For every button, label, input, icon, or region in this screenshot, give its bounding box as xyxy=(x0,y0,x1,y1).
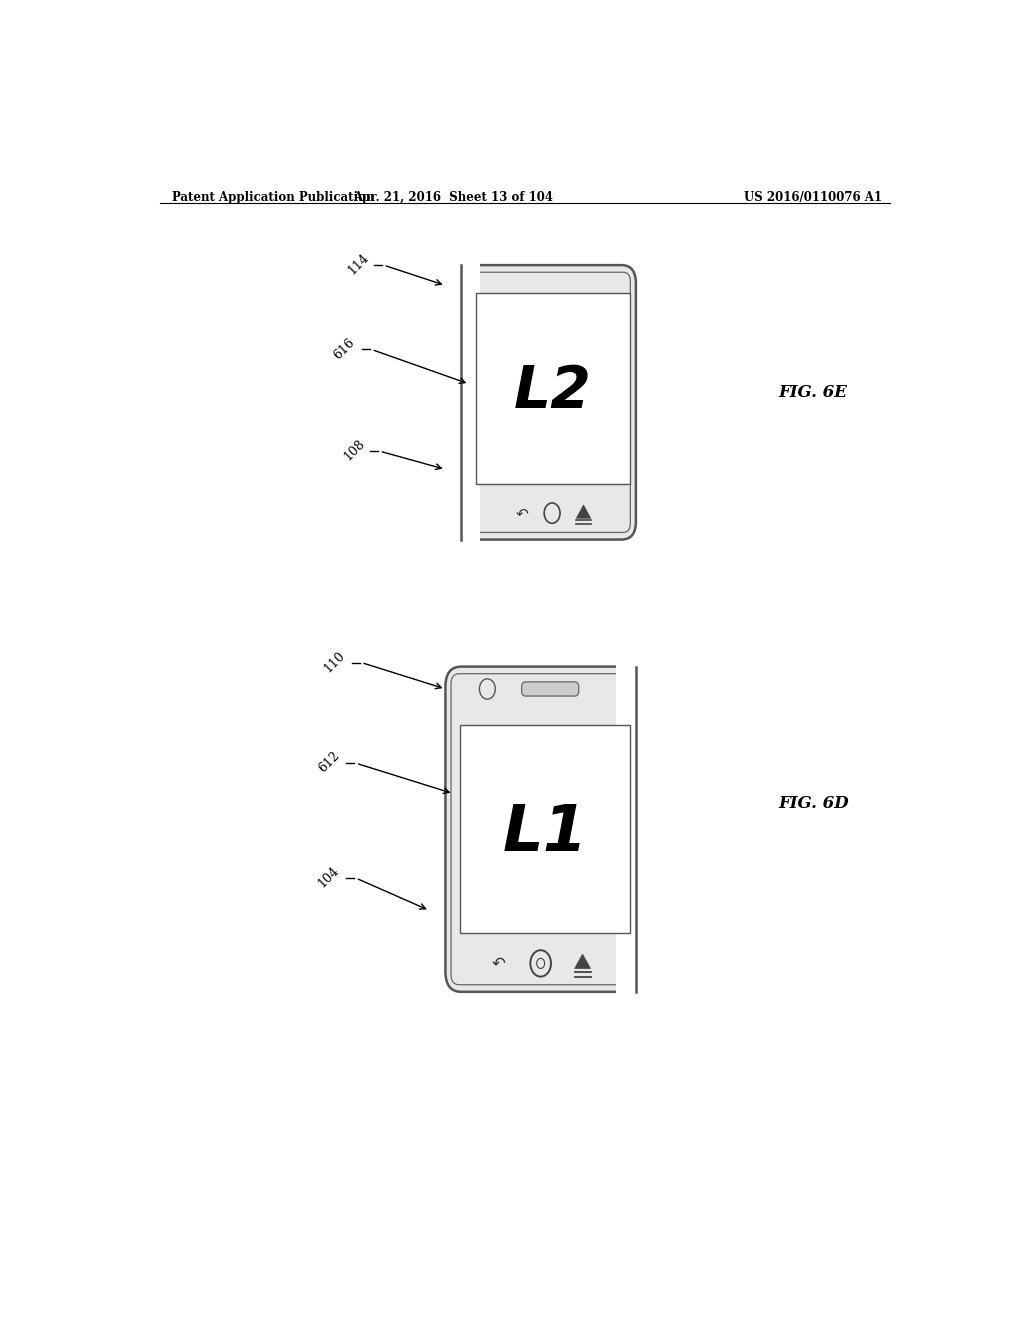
Text: Apr. 21, 2016  Sheet 13 of 104: Apr. 21, 2016 Sheet 13 of 104 xyxy=(353,191,553,203)
Text: 114: 114 xyxy=(345,251,371,277)
Text: L2: L2 xyxy=(514,363,592,421)
FancyBboxPatch shape xyxy=(462,265,636,540)
Text: 108: 108 xyxy=(341,437,368,463)
Text: ↶: ↶ xyxy=(492,954,506,973)
Bar xyxy=(475,293,631,483)
Text: Patent Application Publication: Patent Application Publication xyxy=(172,191,374,203)
Polygon shape xyxy=(577,506,591,519)
Bar xyxy=(128,255,479,549)
Polygon shape xyxy=(574,954,591,969)
FancyBboxPatch shape xyxy=(445,667,636,991)
FancyBboxPatch shape xyxy=(521,682,579,696)
Text: 612: 612 xyxy=(315,750,342,775)
FancyBboxPatch shape xyxy=(467,272,631,532)
Text: L1: L1 xyxy=(503,801,588,863)
Text: ↶: ↶ xyxy=(516,506,528,520)
Text: 104: 104 xyxy=(315,865,342,890)
Text: FIG. 6D: FIG. 6D xyxy=(778,796,849,812)
Text: US 2016/0110076 A1: US 2016/0110076 A1 xyxy=(743,191,882,203)
Text: FIG. 6E: FIG. 6E xyxy=(778,384,848,401)
Text: 110: 110 xyxy=(322,648,347,675)
Bar xyxy=(460,725,631,933)
Bar xyxy=(616,656,648,1002)
FancyBboxPatch shape xyxy=(451,673,631,985)
Text: 616: 616 xyxy=(332,335,357,362)
